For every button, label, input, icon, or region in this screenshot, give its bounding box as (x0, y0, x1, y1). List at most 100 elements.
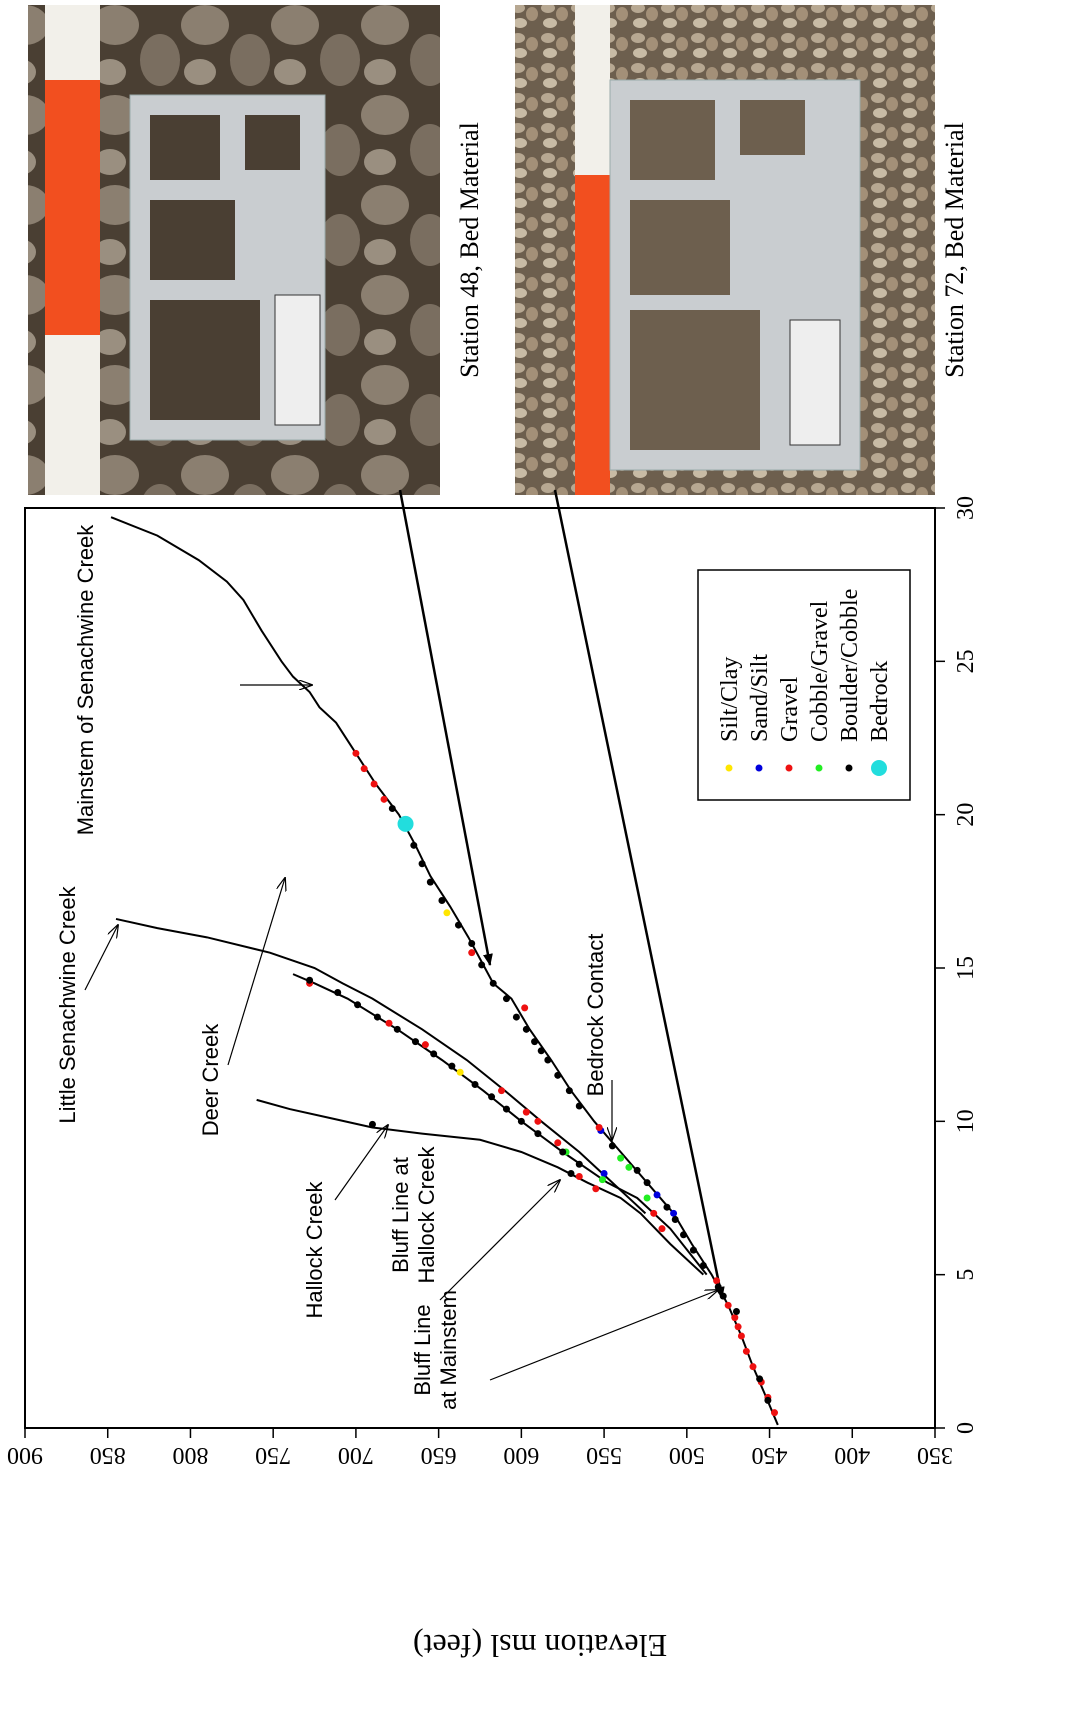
sample-point (735, 1323, 742, 1330)
sample-point (670, 1210, 677, 1217)
sample-point (609, 1142, 616, 1149)
y-tick-label: 700 (338, 1442, 374, 1468)
sample-point (601, 1170, 608, 1177)
sample-point (352, 750, 359, 757)
y-tick-label: 550 (586, 1442, 622, 1468)
sample-point (468, 949, 475, 956)
sample-point (398, 816, 414, 832)
sample-point (559, 1149, 566, 1156)
photo-caption: Station 72, Bed Material (940, 122, 969, 378)
y-tick-label: 650 (421, 1442, 457, 1468)
sample-point (438, 897, 445, 904)
legend-marker (816, 765, 823, 772)
sample-point (498, 1087, 505, 1094)
sample-point (654, 1191, 661, 1198)
annotation: Bluff Line (410, 1304, 435, 1395)
sample-point (554, 1072, 561, 1079)
sample-point (472, 1081, 479, 1088)
y-tick-label: 400 (834, 1442, 870, 1468)
annotation: Deer Creek (198, 1023, 223, 1136)
sample-point (369, 1121, 376, 1128)
sample-point (381, 796, 388, 803)
sample-point (650, 1210, 657, 1217)
y-axis-title: Elevation msl (feet) (413, 1628, 667, 1664)
legend-label: Bedrock (867, 661, 893, 742)
sample-point (733, 1308, 740, 1315)
annotation: Bluff Line at (388, 1157, 413, 1273)
legend-label: Boulder/Cobble (837, 589, 863, 742)
x-tick-label: 0 (953, 1422, 979, 1434)
sample-point (430, 1050, 437, 1057)
creek-profile (111, 517, 778, 1425)
sample-point (374, 1014, 381, 1021)
sample-point (371, 781, 378, 788)
photo (28, 5, 440, 495)
sample-point (566, 1087, 573, 1094)
y-tick-label: 350 (917, 1442, 953, 1468)
sample-point (731, 1314, 738, 1321)
sample-point (576, 1161, 583, 1168)
sample-point (690, 1247, 697, 1254)
sample-point (644, 1195, 651, 1202)
y-tick-label: 750 (255, 1442, 291, 1468)
sample-point (488, 1093, 495, 1100)
legend-label: Silt/Clay (717, 657, 743, 742)
sample-point (468, 940, 475, 947)
annotation: Hallock Creek (414, 1146, 439, 1284)
sample-point (523, 1026, 530, 1033)
sample-point (443, 909, 450, 916)
sample-point (743, 1348, 750, 1355)
sample-point (663, 1204, 670, 1211)
sample-point (715, 1283, 722, 1290)
sample-point (750, 1363, 757, 1370)
sample-point (478, 961, 485, 968)
sample-point (634, 1167, 641, 1174)
photo (515, 5, 935, 495)
annotation: at Mainstem (436, 1290, 461, 1410)
x-tick-label: 25 (953, 649, 979, 673)
sample-point (592, 1185, 599, 1192)
x-tick-label: 30 (953, 496, 979, 520)
x-tick-label: 10 (953, 1109, 979, 1133)
sample-point (700, 1262, 707, 1269)
sample-point (521, 1004, 528, 1011)
photo-caption: Station 48, Bed Material (455, 122, 484, 378)
sample-point (599, 1176, 606, 1183)
sample-point (457, 1069, 464, 1076)
sample-point (576, 1173, 583, 1180)
sample-point (756, 1375, 763, 1382)
legend-marker (846, 765, 853, 772)
annotation-arrow (490, 1290, 718, 1380)
sample-point (518, 1118, 525, 1125)
sample-point (568, 1170, 575, 1177)
annotation-arrow (85, 925, 118, 990)
photo-arrow (400, 490, 490, 965)
legend-marker (871, 760, 887, 776)
x-tick-label: 20 (953, 803, 979, 827)
sample-point (576, 1103, 583, 1110)
y-tick-label: 900 (7, 1442, 43, 1468)
y-tick-label: 450 (752, 1442, 788, 1468)
annotation-arrow (228, 878, 285, 1065)
sample-point (680, 1231, 687, 1238)
sample-point (713, 1277, 720, 1284)
sample-point (389, 805, 396, 812)
legend-label: Cobble/Gravel (807, 600, 833, 742)
figure: Station 48, Bed Material Station 72, Bed… (0, 0, 1089, 1719)
annotation: Bedrock Contact (583, 934, 608, 1097)
sample-point (534, 1118, 541, 1125)
sample-point (764, 1397, 771, 1404)
x-tick-label: 15 (953, 956, 979, 980)
annotation: Hallock Creek (302, 1181, 327, 1319)
sample-point (531, 1038, 538, 1045)
sample-point (354, 1001, 361, 1008)
sample-point (412, 1038, 419, 1045)
sample-point (334, 989, 341, 996)
sample-point (554, 1139, 561, 1146)
annotation: Mainstem of Senachwine Creek (73, 524, 98, 836)
sample-point (771, 1409, 778, 1416)
sample-point (523, 1109, 530, 1116)
sample-point (738, 1333, 745, 1340)
y-tick-label: 800 (172, 1442, 208, 1468)
legend-marker (726, 765, 733, 772)
